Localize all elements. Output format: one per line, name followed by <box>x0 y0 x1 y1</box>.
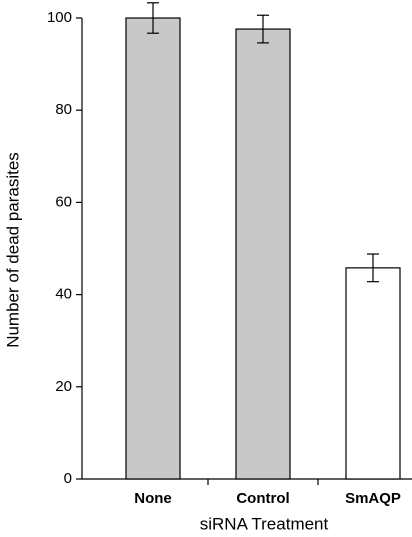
y-tick-label: 40 <box>55 286 72 303</box>
y-axis-label: Number of dead parasites <box>3 152 22 348</box>
bar <box>345 267 401 480</box>
bar <box>235 28 291 480</box>
error-bar <box>147 2 159 34</box>
y-tick-label: 80 <box>55 101 72 118</box>
error-bar <box>367 253 379 283</box>
x-tick-label: SmAQP <box>345 490 401 507</box>
x-axis-label: siRNA Treatment <box>200 514 329 533</box>
y-tick-label: 0 <box>64 470 72 487</box>
bar <box>125 17 181 480</box>
y-tick-label: 60 <box>55 193 72 210</box>
error-bar <box>257 14 269 44</box>
x-tick-label: None <box>134 490 172 507</box>
x-tick-label: Control <box>236 490 289 507</box>
y-tick-label: 20 <box>55 378 72 395</box>
y-tick-label: 100 <box>47 9 72 26</box>
